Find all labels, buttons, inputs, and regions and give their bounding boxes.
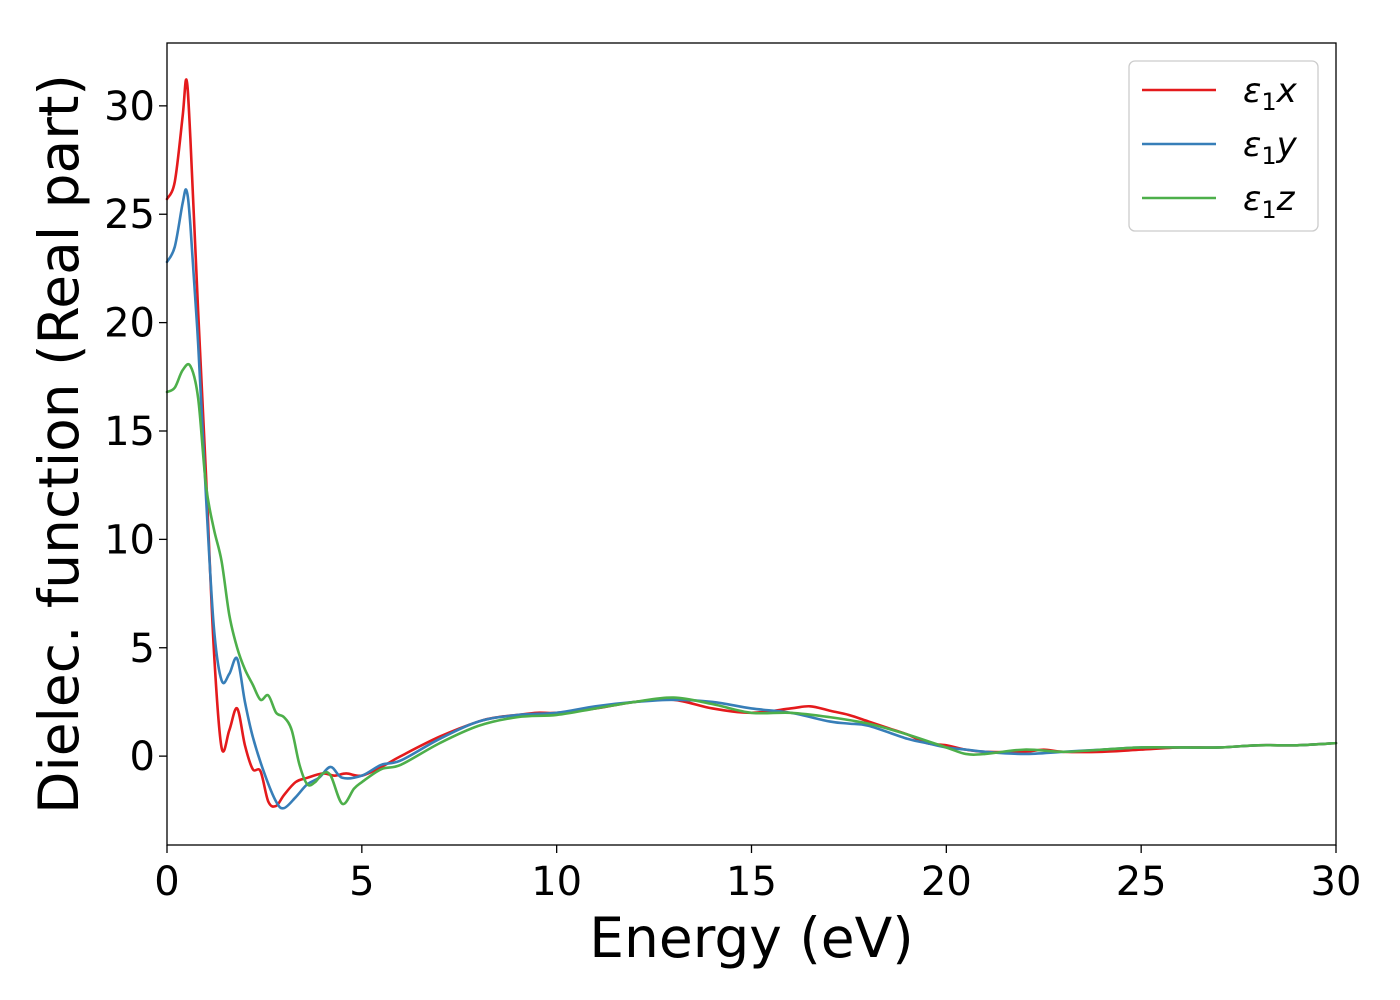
legend-box xyxy=(1128,60,1319,232)
legend-label-axis: z xyxy=(1276,179,1296,219)
x-tick-label: 5 xyxy=(349,859,374,905)
x-tick-label: 10 xyxy=(531,859,582,905)
x-tick-label: 15 xyxy=(726,859,777,905)
y-tick-label: 0 xyxy=(130,734,155,780)
legend-label-axis: x xyxy=(1276,71,1298,111)
legend-label-z: ε1z xyxy=(1243,179,1296,224)
y-tick-label: 10 xyxy=(104,517,155,563)
x-axis: 0 5 10 15 20 25 30 xyxy=(154,845,1361,905)
y-tick-label: 20 xyxy=(104,301,155,347)
legend-label-subscript: 1 xyxy=(1261,196,1276,224)
y-tick-label: 25 xyxy=(104,192,155,238)
legend-label-base: ε xyxy=(1243,125,1261,165)
series-layer xyxy=(165,78,1338,810)
x-tick-label: 20 xyxy=(921,859,972,905)
x-axis-label: Energy (eV) xyxy=(589,906,913,970)
legend-label-subscript: 1 xyxy=(1261,142,1276,170)
legend-label-base: ε xyxy=(1243,179,1261,219)
legend-label-x: ε1x xyxy=(1243,71,1298,116)
y-axis-label: Dielec. function (Real part) xyxy=(27,74,91,814)
x-tick-label: 30 xyxy=(1311,859,1362,905)
y-axis: 0 5 10 15 20 25 30 xyxy=(104,84,167,780)
series-line-z xyxy=(165,362,1338,806)
y-tick-label: 15 xyxy=(104,409,155,455)
x-tick-label: 25 xyxy=(1116,859,1167,905)
legend-label-subscript: 1 xyxy=(1261,88,1276,116)
legend-label-y: ε1y xyxy=(1243,125,1298,170)
x-tick-label: 0 xyxy=(154,859,179,905)
y-tick-label: 30 xyxy=(104,84,155,130)
legend-label-axis: y xyxy=(1276,125,1298,165)
legend-label-base: ε xyxy=(1243,71,1261,111)
y-tick-label: 5 xyxy=(130,626,155,672)
